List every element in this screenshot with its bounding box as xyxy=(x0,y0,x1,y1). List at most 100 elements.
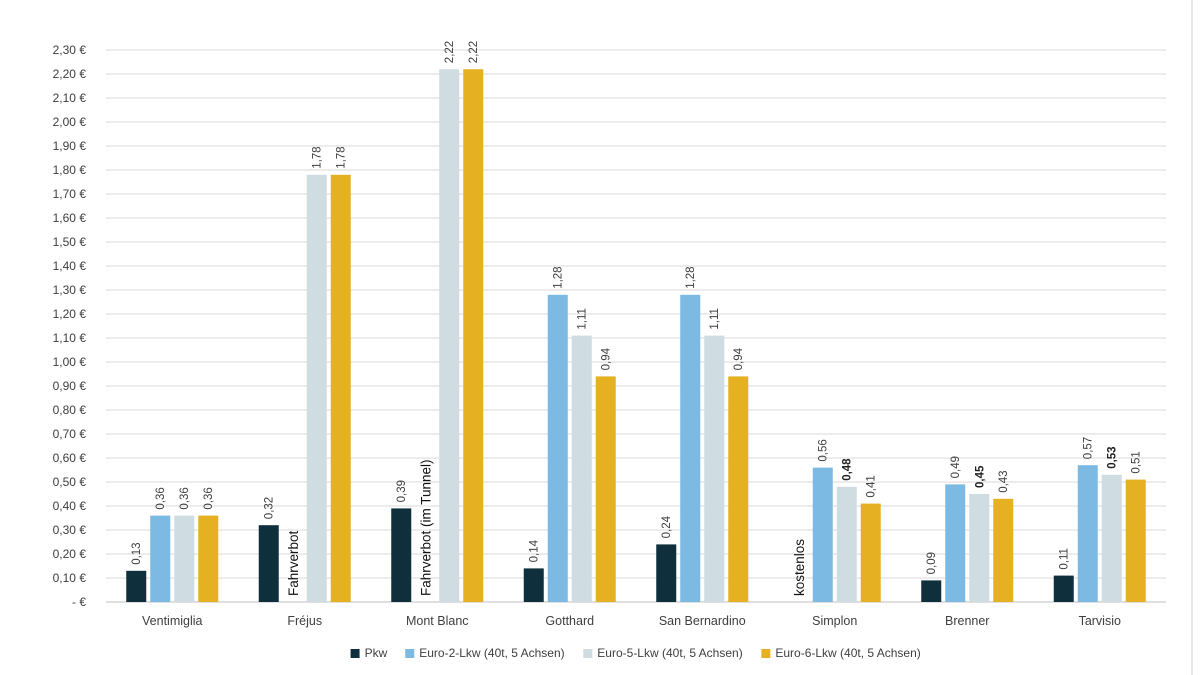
bar xyxy=(945,484,966,602)
legend-entry: Euro-6-Lkw (40t, 5 Achsen) xyxy=(775,646,920,660)
bar xyxy=(439,69,460,602)
y-tick-label: 0,90 € xyxy=(53,379,87,393)
data-label: 0,94 xyxy=(601,347,613,370)
data-label: 0,11 xyxy=(1059,548,1071,570)
bar xyxy=(523,568,544,602)
bar xyxy=(1077,465,1098,602)
y-tick-label: 1,60 € xyxy=(53,211,87,225)
y-tick-label: 0,80 € xyxy=(53,403,87,417)
data-label: 0,56 xyxy=(818,439,830,461)
y-tick-label: 0,30 € xyxy=(53,523,87,537)
bar xyxy=(728,376,749,602)
data-label: 0,36 xyxy=(203,487,215,509)
annotations: Fahrverbot Fahrverbot (im Tunnel) kostenlo… xyxy=(286,459,807,596)
bar xyxy=(969,494,990,602)
category-label: Mont Blanc xyxy=(406,614,469,628)
bar xyxy=(595,376,616,602)
bar xyxy=(704,335,725,602)
y-tick-label: 1,90 € xyxy=(53,139,87,153)
y-tick-label: 1,20 € xyxy=(53,307,87,321)
y-tick-label: 0,60 € xyxy=(53,451,87,465)
y-tick-label: 0,70 € xyxy=(53,427,87,441)
bar xyxy=(463,69,484,602)
data-label: 1,11 xyxy=(709,308,721,330)
y-tick-label: 1,30 € xyxy=(53,283,87,297)
category-label: Tarvisio xyxy=(1079,614,1121,628)
y-tick-label: 1,80 € xyxy=(53,163,87,177)
bar xyxy=(656,544,677,602)
bar xyxy=(391,508,412,602)
legend-entry: Euro-5-Lkw (40t, 5 Achsen) xyxy=(597,646,742,660)
data-label: 0,43 xyxy=(998,470,1010,492)
bar xyxy=(921,580,942,602)
data-label: 1,78 xyxy=(336,146,348,168)
y-tick-label: 0,40 € xyxy=(53,499,87,513)
legend: Pkw Euro-2-Lkw (40t, 5 Achsen) Euro-5-Lkw … xyxy=(350,646,921,660)
data-label: 0,41 xyxy=(866,475,878,497)
data-label: 0,32 xyxy=(264,497,276,519)
bar xyxy=(330,174,351,603)
bar xyxy=(258,525,279,602)
data-label: 0,09 xyxy=(926,552,938,574)
data-label: 2,22 xyxy=(444,41,456,63)
grid-layer xyxy=(106,49,1166,603)
data-label: 0,24 xyxy=(661,515,673,538)
bar xyxy=(812,467,833,602)
bar xyxy=(198,515,219,602)
y-tick-label: 0,20 € xyxy=(53,547,87,561)
annotation-label: Fahrverbot (im Tunnel) xyxy=(418,459,433,596)
legend-swatch xyxy=(350,649,360,658)
y-tick-label: 2,30 € xyxy=(53,43,87,57)
category-label: San Bernardino xyxy=(659,614,746,628)
data-label: 0,39 xyxy=(396,480,408,502)
bar xyxy=(993,498,1014,602)
category-label: Gotthard xyxy=(545,614,594,628)
data-label: 0,13 xyxy=(131,542,143,564)
legend-entry: Euro-2-Lkw (40t, 5 Achsen) xyxy=(419,646,564,660)
y-tick-label: 1,70 € xyxy=(53,187,87,201)
legend-swatch xyxy=(405,649,415,658)
bar xyxy=(547,294,568,602)
y-tick-label: 1,50 € xyxy=(53,235,87,249)
annotation-label: kostenlos xyxy=(792,539,807,596)
data-label: 0,51 xyxy=(1131,451,1143,473)
y-tick-label: 1,40 € xyxy=(53,259,87,273)
data-label: 0,36 xyxy=(179,487,191,509)
y-tick-label: 2,20 € xyxy=(53,67,87,81)
category-label: Fréjus xyxy=(287,614,322,628)
bar xyxy=(150,515,171,602)
y-tick-label: 2,10 € xyxy=(53,91,87,105)
bar xyxy=(1053,575,1074,602)
data-label: 1,28 xyxy=(685,266,697,288)
data-label: 2,22 xyxy=(468,41,480,63)
y-tick-label: 1,00 € xyxy=(53,355,87,369)
bar xyxy=(836,486,857,602)
data-label: 0,45 xyxy=(974,465,986,488)
bar xyxy=(174,515,195,602)
bar xyxy=(1125,479,1146,602)
category-label: Simplon xyxy=(812,614,857,628)
bar xyxy=(306,174,327,603)
y-axis-tick-labels: - € 0,10 € 0,20 € 0,30 € 0,40 € 0,50 € 0,60 € 0… xyxy=(53,43,87,609)
y-tick-label: 0,10 € xyxy=(53,571,87,585)
data-label: 1,11 xyxy=(577,308,589,330)
data-label: 0,53 xyxy=(1107,446,1119,468)
bar xyxy=(126,570,147,602)
legend-swatch xyxy=(761,649,771,658)
y-tick-label: 2,00 € xyxy=(53,115,87,129)
y-tick-label: - € xyxy=(72,595,86,609)
data-label: 0,36 xyxy=(155,487,167,509)
data-label: 0,94 xyxy=(733,347,745,370)
bars xyxy=(126,69,1146,603)
x-axis-category-labels: Ventimiglia Fréjus Mont Blanc Gotthard San B… xyxy=(142,614,1121,628)
data-label: 1,78 xyxy=(312,146,324,168)
legend-entry: Pkw xyxy=(365,646,388,660)
bar xyxy=(860,503,881,602)
data-label: 1,28 xyxy=(553,266,565,288)
data-label: 0,57 xyxy=(1083,437,1095,459)
annotation-label: Fahrverbot xyxy=(286,530,301,596)
data-labels: 0,13 0,36 0,36 0,36 0,32 1,78 1,78 0,39 2,22 2,22… xyxy=(131,41,1143,575)
data-label: 0,14 xyxy=(529,539,541,562)
